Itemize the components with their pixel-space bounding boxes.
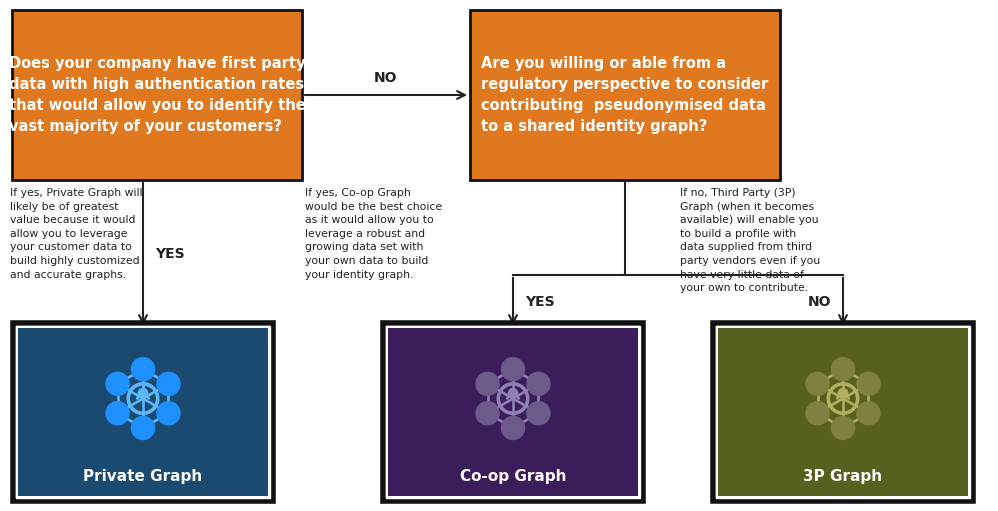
Circle shape <box>476 373 499 396</box>
Circle shape <box>501 416 525 439</box>
Circle shape <box>831 358 854 381</box>
Text: YES: YES <box>155 247 185 261</box>
Text: Private Graph: Private Graph <box>84 469 203 483</box>
FancyBboxPatch shape <box>18 328 268 496</box>
Circle shape <box>139 388 148 398</box>
Circle shape <box>157 402 180 425</box>
Text: If no, Third Party (3P)
Graph (when it becomes
available) will enable you
to bui: If no, Third Party (3P) Graph (when it b… <box>680 188 820 293</box>
Circle shape <box>508 388 518 398</box>
FancyBboxPatch shape <box>13 323 273 501</box>
Circle shape <box>831 416 854 439</box>
Text: NO: NO <box>374 71 398 85</box>
Circle shape <box>838 388 847 398</box>
FancyBboxPatch shape <box>718 328 968 496</box>
Text: NO: NO <box>807 294 831 309</box>
Text: Are you willing or able from a
regulatory perspective to consider
contributing  : Are you willing or able from a regulator… <box>481 56 768 134</box>
Circle shape <box>476 402 499 425</box>
Circle shape <box>527 402 550 425</box>
Text: Does your company have first party
data with high authentication rates
that woul: Does your company have first party data … <box>9 56 305 134</box>
FancyBboxPatch shape <box>16 326 270 498</box>
Circle shape <box>857 373 880 396</box>
Text: YES: YES <box>525 294 555 309</box>
Circle shape <box>857 402 880 425</box>
FancyBboxPatch shape <box>386 326 640 498</box>
FancyBboxPatch shape <box>713 323 973 501</box>
FancyBboxPatch shape <box>12 10 302 180</box>
Text: If yes, Co-op Graph
would be the best choice
as it would allow you to
leverage a: If yes, Co-op Graph would be the best ch… <box>305 188 442 280</box>
Circle shape <box>132 416 155 439</box>
Circle shape <box>806 402 829 425</box>
Text: 3P Graph: 3P Graph <box>803 469 882 483</box>
Circle shape <box>157 373 180 396</box>
Circle shape <box>106 373 129 396</box>
FancyBboxPatch shape <box>716 326 970 498</box>
Circle shape <box>501 358 525 381</box>
Circle shape <box>132 358 155 381</box>
Text: If yes, Private Graph will
likely be of greatest
value because it would
allow yo: If yes, Private Graph will likely be of … <box>10 188 143 280</box>
Circle shape <box>106 402 129 425</box>
FancyBboxPatch shape <box>388 328 638 496</box>
Text: Co-op Graph: Co-op Graph <box>460 469 566 483</box>
FancyBboxPatch shape <box>383 323 643 501</box>
Circle shape <box>527 373 550 396</box>
FancyBboxPatch shape <box>470 10 780 180</box>
Circle shape <box>806 373 829 396</box>
